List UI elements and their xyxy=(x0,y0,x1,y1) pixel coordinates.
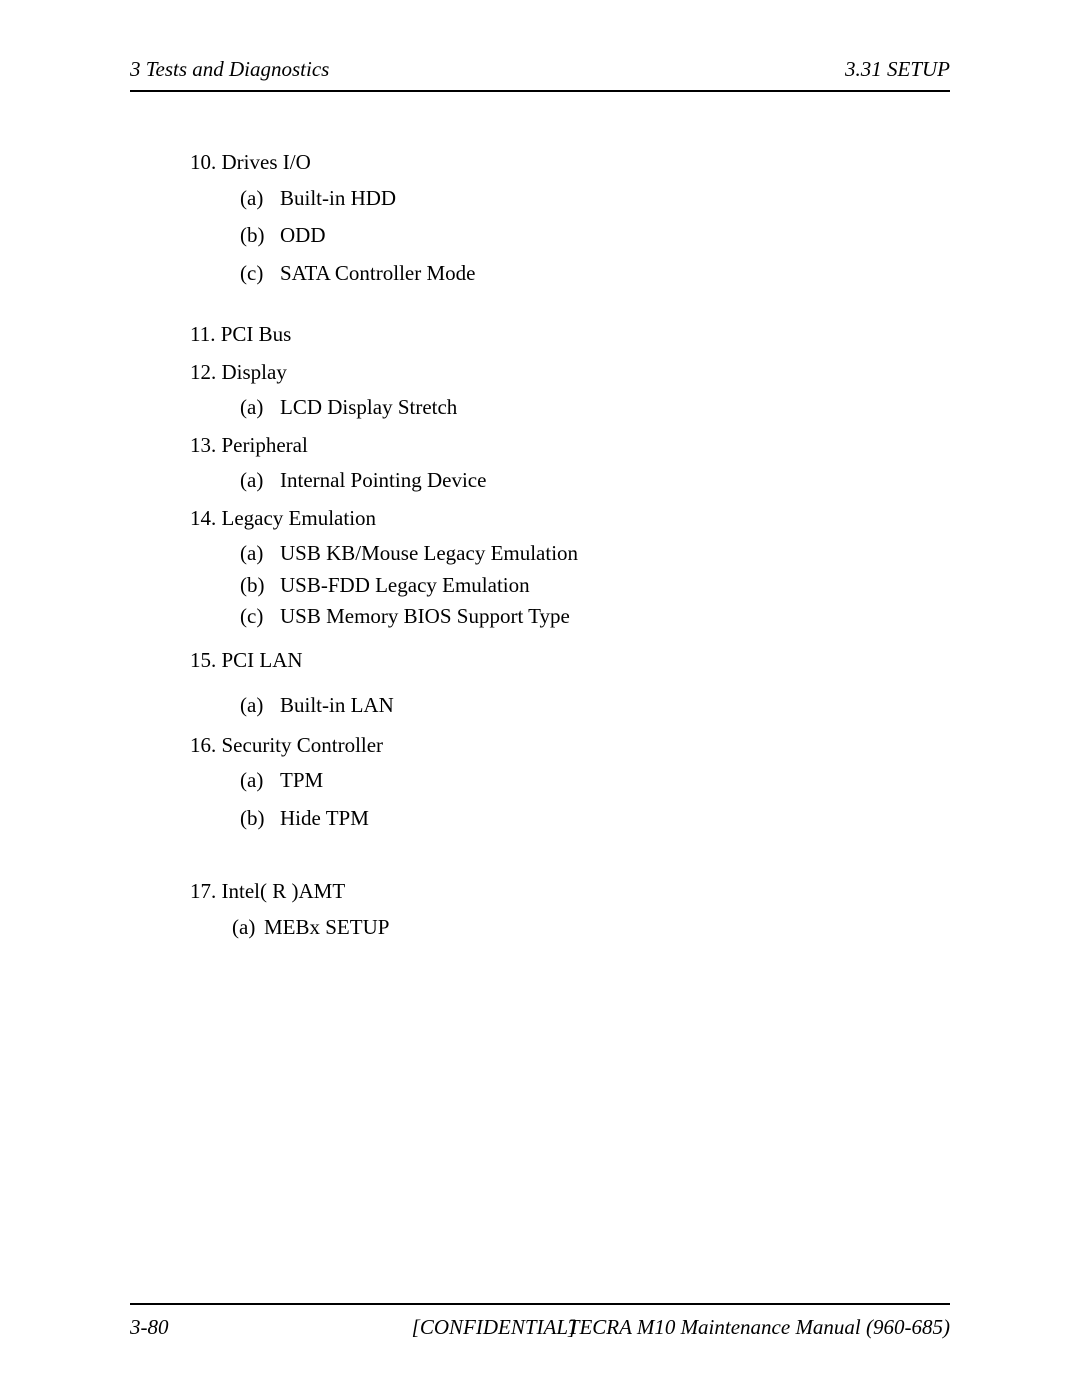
list-item-line: 15. PCI LAN xyxy=(190,645,950,677)
sub-item-letter: (a) xyxy=(240,183,280,215)
sub-item: (a)TPM xyxy=(240,765,950,797)
item-number: 10. xyxy=(190,150,216,174)
item-number: 15. xyxy=(190,648,216,672)
item-number: 12. xyxy=(190,360,216,384)
sub-item-text: Hide TPM xyxy=(280,803,950,835)
sub-item-letter: (a) xyxy=(240,765,280,797)
list-item: 11. PCI Bus xyxy=(190,319,950,351)
sub-item-text: TPM xyxy=(280,765,950,797)
list-item: 15. PCI LAN (a)Built-in LAN xyxy=(190,645,950,722)
sub-list: (a)MEBx SETUP xyxy=(190,908,950,944)
list-item-line: 12. Display xyxy=(190,357,950,389)
sub-list: (a)USB KB/Mouse Legacy Emulation(b)USB-F… xyxy=(190,534,950,633)
footer-confidential: [CONFIDENTIAL] xyxy=(412,1315,577,1340)
sub-item-letter: (b) xyxy=(240,570,280,602)
sub-item-text: USB-FDD Legacy Emulation xyxy=(280,570,950,602)
list-item-line: 17. Intel( R )AMT xyxy=(190,876,950,908)
item-title: Intel( R )AMT xyxy=(222,879,346,903)
sub-list: (a)Internal Pointing Device xyxy=(190,461,950,497)
sub-list: (a)TPM(b)Hide TPM xyxy=(190,761,950,834)
page: 3 Tests and Diagnostics 3.31 SETUP 10. D… xyxy=(0,0,1080,1397)
list-item: 14. Legacy Emulation(a)USB KB/Mouse Lega… xyxy=(190,503,950,633)
sub-item: (c)SATA Controller Mode xyxy=(240,258,950,290)
sub-item: (c)USB Memory BIOS Support Type xyxy=(240,601,950,633)
list-item: 10. Drives I/O(a)Built-in HDD(b)ODD(c)SA… xyxy=(190,147,950,289)
sub-item-text: SATA Controller Mode xyxy=(280,258,950,290)
item-title: Legacy Emulation xyxy=(222,506,377,530)
sub-item: (a)MEBx SETUP xyxy=(232,912,950,944)
sub-item: (b)USB-FDD Legacy Emulation xyxy=(240,570,950,602)
sub-item-text: Internal Pointing Device xyxy=(280,465,950,497)
list-item-line: 11. PCI Bus xyxy=(190,319,950,351)
sub-item: (a)USB KB/Mouse Legacy Emulation xyxy=(240,538,950,570)
sub-item-text: LCD Display Stretch xyxy=(280,392,950,424)
sub-item: (a)Built-in LAN xyxy=(240,690,950,722)
item-title: PCI LAN xyxy=(222,648,303,672)
sub-list: (a)Built-in HDD(b)ODD(c)SATA Controller … xyxy=(190,179,950,290)
sub-item-letter: (c) xyxy=(240,601,280,633)
item-number: 17. xyxy=(190,879,216,903)
list-item-line: 14. Legacy Emulation xyxy=(190,503,950,535)
list-item: 13. Peripheral(a)Internal Pointing Devic… xyxy=(190,430,950,497)
list-item-line: 10. Drives I/O xyxy=(190,147,950,179)
sub-item-text: USB Memory BIOS Support Type xyxy=(280,601,950,633)
sub-list: (a)Built-in LAN xyxy=(190,676,950,722)
sub-item-letter: (b) xyxy=(240,803,280,835)
sub-item-letter: (b) xyxy=(240,220,280,252)
sub-item-letter: (a) xyxy=(232,912,264,944)
item-number: 11. xyxy=(190,322,215,346)
page-footer: 3-80 [CONFIDENTIAL] TECRA M10 Maintenanc… xyxy=(130,1303,950,1340)
sub-item: (a)Built-in HDD xyxy=(240,183,950,215)
sub-item-letter: (a) xyxy=(240,392,280,424)
sub-item-text: MEBx SETUP xyxy=(264,912,950,944)
page-header: 3 Tests and Diagnostics 3.31 SETUP xyxy=(130,57,950,92)
item-number: 16. xyxy=(190,733,216,757)
sub-item: (b)ODD xyxy=(240,220,950,252)
footer-page-number: 3-80 xyxy=(130,1315,169,1340)
sub-item-letter: (a) xyxy=(240,465,280,497)
item-number: 13. xyxy=(190,433,216,457)
list-item: 12. Display(a)LCD Display Stretch xyxy=(190,357,950,424)
item-title: Security Controller xyxy=(222,733,384,757)
sub-item-letter: (a) xyxy=(240,690,280,722)
sub-item-text: USB KB/Mouse Legacy Emulation xyxy=(280,538,950,570)
item-number: 14. xyxy=(190,506,216,530)
page-content: 10. Drives I/O(a)Built-in HDD(b)ODD(c)SA… xyxy=(130,92,950,943)
header-left: 3 Tests and Diagnostics xyxy=(130,57,329,82)
list-item-line: 13. Peripheral xyxy=(190,430,950,462)
sub-item-text: Built-in HDD xyxy=(280,183,950,215)
footer-manual-title: TECRA M10 Maintenance Manual (960-685) xyxy=(568,1315,950,1340)
item-title: Drives I/O xyxy=(222,150,311,174)
header-right: 3.31 SETUP xyxy=(845,57,950,82)
list-item-line: 16. Security Controller xyxy=(190,730,950,762)
item-title: PCI Bus xyxy=(221,322,292,346)
sub-item-letter: (a) xyxy=(240,538,280,570)
sub-item: (b)Hide TPM xyxy=(240,803,950,835)
sub-item-text: ODD xyxy=(280,220,950,252)
sub-item: (a)LCD Display Stretch xyxy=(240,392,950,424)
item-title: Display xyxy=(222,360,287,384)
sub-item-letter: (c) xyxy=(240,258,280,290)
sub-item-text: Built-in LAN xyxy=(280,690,950,722)
sub-list: (a)LCD Display Stretch xyxy=(190,388,950,424)
sub-item: (a)Internal Pointing Device xyxy=(240,465,950,497)
item-title: Peripheral xyxy=(222,433,308,457)
list-item: 16. Security Controller(a)TPM(b)Hide TPM xyxy=(190,730,950,835)
list-item: 17. Intel( R )AMT (a)MEBx SETUP xyxy=(190,876,950,943)
